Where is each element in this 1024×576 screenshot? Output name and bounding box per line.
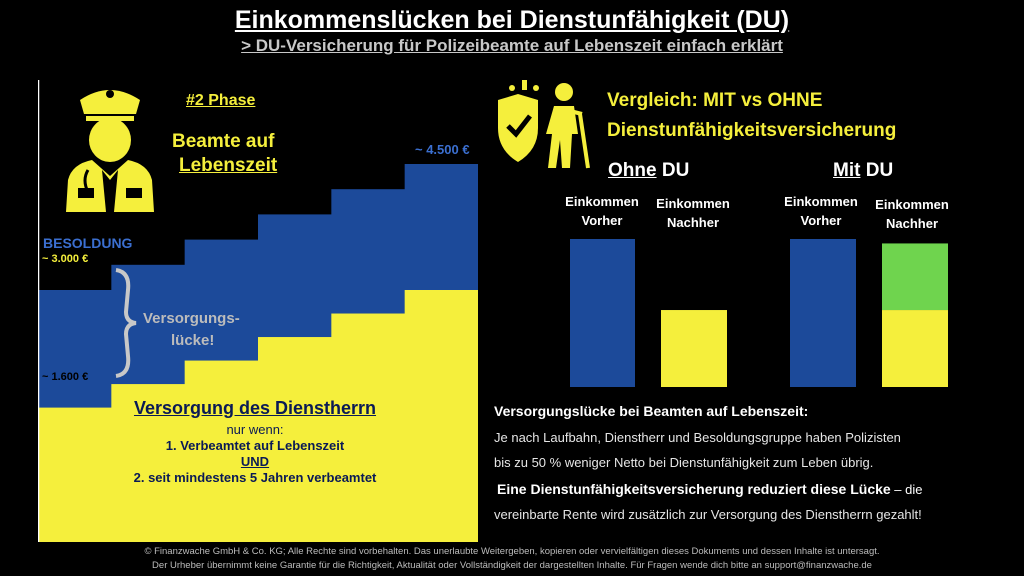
bar-mit-vorher [790,239,856,387]
bar-mit-nachher-du-rente [882,243,948,311]
label-line: Einkommen [565,194,639,209]
versorgung-step [331,313,406,542]
mit-word: Mit [833,160,861,181]
bar-mit-nachher-versorgung [882,310,948,387]
ohne-du-heading: Ohne DU [608,160,689,182]
gap-brace-icon [115,268,137,378]
page-title: Einkommenslücken bei Dienstunfähigkeit (… [234,6,790,34]
condition-2: 2. seit mindestens 5 Jahren verbeamtet [133,470,377,485]
versorgung-step [258,337,332,542]
und-text: UND [240,454,270,469]
nur-wenn-text: nur wenn: [226,422,284,437]
versorgung-step [111,384,186,542]
gap-label-line1: Versorgungs- [143,310,240,327]
mit-vorher-label: Einkommen Vorher [766,192,876,230]
bar-ohne-nachher [661,310,727,387]
police-officer-icon [66,90,154,212]
label-line: Nachher [666,215,720,230]
explanation-rest: – die [890,482,923,497]
comparison-title-line1: Vergleich: MIT vs OHNE [607,90,823,111]
label-line: Nachher [885,216,939,231]
page-subtitle: > DU-Versicherung für Polizeibeamte auf … [241,36,783,55]
explanation-title: Versorgungslücke bei Beamten auf Lebensz… [494,403,809,419]
ohne-vorher-label: Einkommen Vorher [547,192,657,230]
versorgung-step [404,290,478,542]
versorgung-title: Versorgung des Dienstherrn [133,398,377,418]
label-line: Einkommen [784,194,858,209]
ohne-word: Ohne [608,160,657,181]
besoldung-label: BESOLDUNG [43,235,133,251]
label-line: Vorher [581,213,623,228]
max-salary-label: ~ 4.500 € [415,142,470,157]
explanation-line3: Eine Dienstunfähigkeitsversicherung redu… [497,481,923,497]
versorgung-step [38,407,112,542]
du-word-mit: DU [865,160,894,181]
explanation-bold: Eine Dienstunfähigkeitsversicherung redu… [497,481,891,497]
du-word-ohne: DU [661,160,690,181]
versorgung-step [184,360,259,542]
bar-ohne-vorher [570,239,635,387]
label-line: Einkommen [875,197,949,212]
explanation-line4: vereinbarte Rente wird zusätzlich zur Ve… [494,507,922,522]
heading-line1: Beamte auf [172,131,275,152]
heading-line2: Lebenszeit [179,155,278,176]
min-pension-label: ~ 1.600 € [42,371,89,383]
mit-du-heading: Mit DU [833,160,893,182]
comparison-title-line2: Dienstunfähigkeitsversicherung [607,120,897,141]
conditions-block: nur wenn: 1. Verbeamtet auf Lebenszeit U… [40,422,470,486]
footer-disclaimer: Der Urheber übernimmt keine Garantie für… [152,560,872,571]
staircase-chart [38,80,478,542]
label-line: Vorher [800,213,842,228]
explanation-line2: bis zu 50 % weniger Netto bei Dienstunfä… [494,455,874,470]
footer-copyright: © Finanzwache GmbH & Co. KG; Alle Rechte… [144,546,880,557]
start-salary-label: ~ 3.000 € [42,253,89,265]
mit-nachher-label: Einkommen Nachher [857,195,967,233]
disability-shield-icon [498,80,590,169]
gap-label-line2: lücke! [171,332,215,349]
ohne-nachher-label: Einkommen Nachher [638,194,748,232]
label-line: Einkommen [656,196,730,211]
phase-label: #2 Phase [186,92,256,109]
explanation-line1: Je nach Laufbahn, Dienstherr und Besoldu… [494,430,901,445]
condition-1: 1. Verbeamtet auf Lebenszeit [165,438,345,453]
